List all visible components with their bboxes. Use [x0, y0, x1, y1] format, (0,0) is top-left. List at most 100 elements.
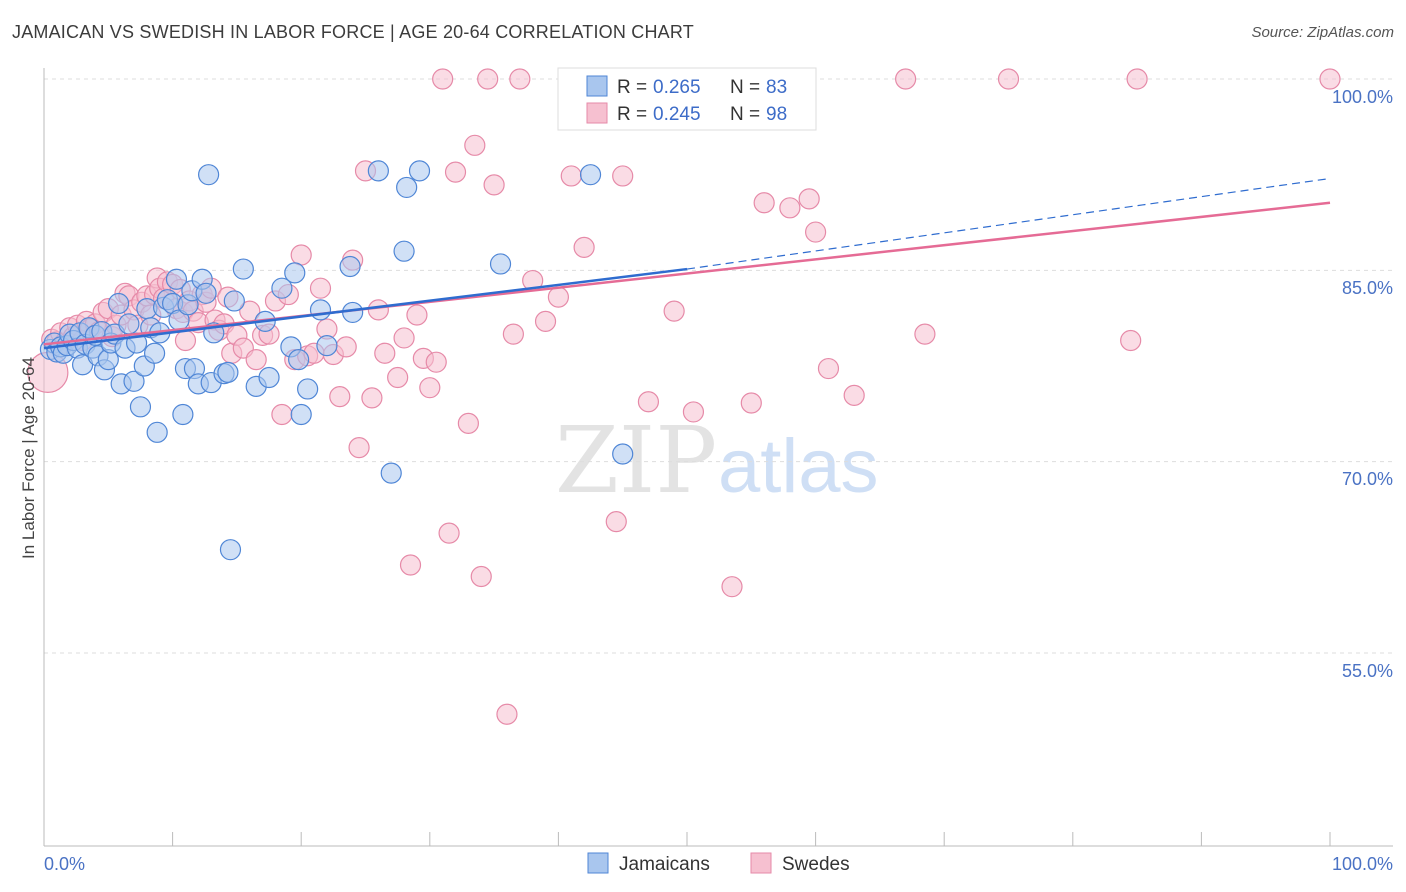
source-label: Source: ZipAtlas.com [1251, 24, 1394, 41]
swede-point [361, 387, 383, 409]
legend-label-jamaicans: Jamaicans [619, 854, 710, 875]
jamaican-point [195, 282, 217, 304]
swede-point [425, 351, 447, 373]
jamaican-point [165, 268, 188, 290]
y-tick-label: 55.0% [1342, 661, 1393, 681]
swede-point [374, 342, 396, 364]
swede-point [174, 329, 197, 352]
swede-point [309, 277, 332, 299]
swede-point [483, 174, 505, 196]
jamaican-point [290, 403, 312, 426]
jamaican-point [396, 176, 418, 199]
legend-r-label: R = [617, 104, 647, 125]
jamaican-point [380, 462, 402, 484]
jamaican-point [217, 361, 239, 383]
jamaicans-trend-extension [686, 177, 1331, 270]
legend-n-label: N = [730, 77, 760, 98]
swede-point [740, 392, 762, 414]
jamaican-point [172, 403, 194, 426]
legend-swatch-swedes [750, 852, 772, 874]
jamaican-point [143, 342, 166, 364]
jamaican-point [288, 349, 310, 371]
swede-point [290, 244, 312, 266]
swede-point [432, 68, 454, 90]
jamaican-point [393, 240, 415, 262]
swede-point [798, 188, 820, 210]
swede-point [997, 68, 1020, 90]
watermark-atlas: atlas [718, 424, 879, 509]
legend-r-value: 0.265 [653, 77, 701, 98]
legend-swatch-swedes [586, 102, 608, 124]
swede-point [419, 377, 441, 399]
swede-point [560, 165, 582, 187]
jamaican-point [223, 290, 245, 312]
jamaican-point [271, 277, 293, 299]
trend-lines [43, 177, 1331, 350]
swede-point [406, 304, 428, 326]
jamaican-point [123, 370, 145, 392]
swede-point [753, 192, 775, 214]
jamaican-point [146, 421, 168, 443]
swede-point [444, 161, 467, 183]
jamaican-point [258, 366, 280, 389]
jamaicans-trend-line [43, 267, 688, 350]
swede-point [438, 522, 460, 544]
y-tick-label: 100.0% [1332, 87, 1393, 107]
swede-point [245, 349, 267, 371]
swede-point [464, 134, 486, 156]
x-tick-label-left: 0.0% [44, 854, 85, 874]
jamaican-point [489, 253, 512, 275]
swede-point [1120, 329, 1142, 352]
correlation-legend: R = 0.265 N = 83 R = 0.245 N = 98 [557, 67, 817, 131]
y-axis-label: In Labor Force | Age 20-64 [19, 357, 38, 559]
jamaican-point [219, 539, 242, 561]
swede-point [843, 384, 865, 406]
swede-point [335, 336, 357, 358]
legend-n-value: 98 [766, 104, 787, 125]
swede-point [387, 366, 409, 389]
swede-point [663, 300, 685, 322]
gridlines [44, 78, 1393, 654]
jamaican-point [107, 292, 130, 315]
legend-r-label: R = [617, 77, 647, 98]
swede-point [534, 310, 557, 332]
swede-point [470, 565, 492, 588]
jamaican-point [297, 378, 319, 400]
jamaican-point [367, 160, 389, 182]
swede-point [329, 386, 351, 408]
jamaican-point [309, 299, 332, 321]
x-axis-ticks [43, 832, 1331, 846]
swede-point [637, 391, 660, 413]
y-tick-label: 70.0% [1342, 469, 1393, 489]
swede-point [779, 197, 801, 219]
jamaican-point [339, 255, 361, 278]
swede-point [367, 299, 389, 321]
legend-n-value: 83 [766, 77, 787, 98]
axes [43, 68, 1393, 847]
swede-point [914, 323, 936, 345]
jamaican-point [579, 164, 602, 186]
swede-point [348, 437, 370, 459]
swede-point [393, 327, 415, 349]
x-tick-label-right: 100.0% [1332, 854, 1393, 874]
swede-point [895, 68, 917, 90]
legend-label-swedes: Swedes [782, 854, 850, 875]
swede-point [1319, 68, 1341, 90]
swede-point [547, 286, 570, 308]
swedes-points [27, 68, 1341, 725]
swede-point [1126, 68, 1148, 90]
swede-point [477, 68, 499, 90]
jamaicans-points [39, 160, 634, 561]
swede-point [682, 401, 705, 423]
swede-point [502, 323, 524, 345]
swede-point [271, 403, 293, 426]
y-tick-labels: 100.0% 85.0% 70.0% 55.0% [1332, 87, 1393, 681]
swede-point [399, 554, 422, 576]
y-tick-label: 85.0% [1342, 278, 1393, 298]
chart-title: JAMAICAN VS SWEDISH IN LABOR FORCE | AGE… [12, 22, 694, 42]
swede-point [573, 236, 595, 258]
swede-point [817, 357, 840, 380]
jamaican-point [408, 160, 431, 182]
swede-point [496, 703, 518, 725]
